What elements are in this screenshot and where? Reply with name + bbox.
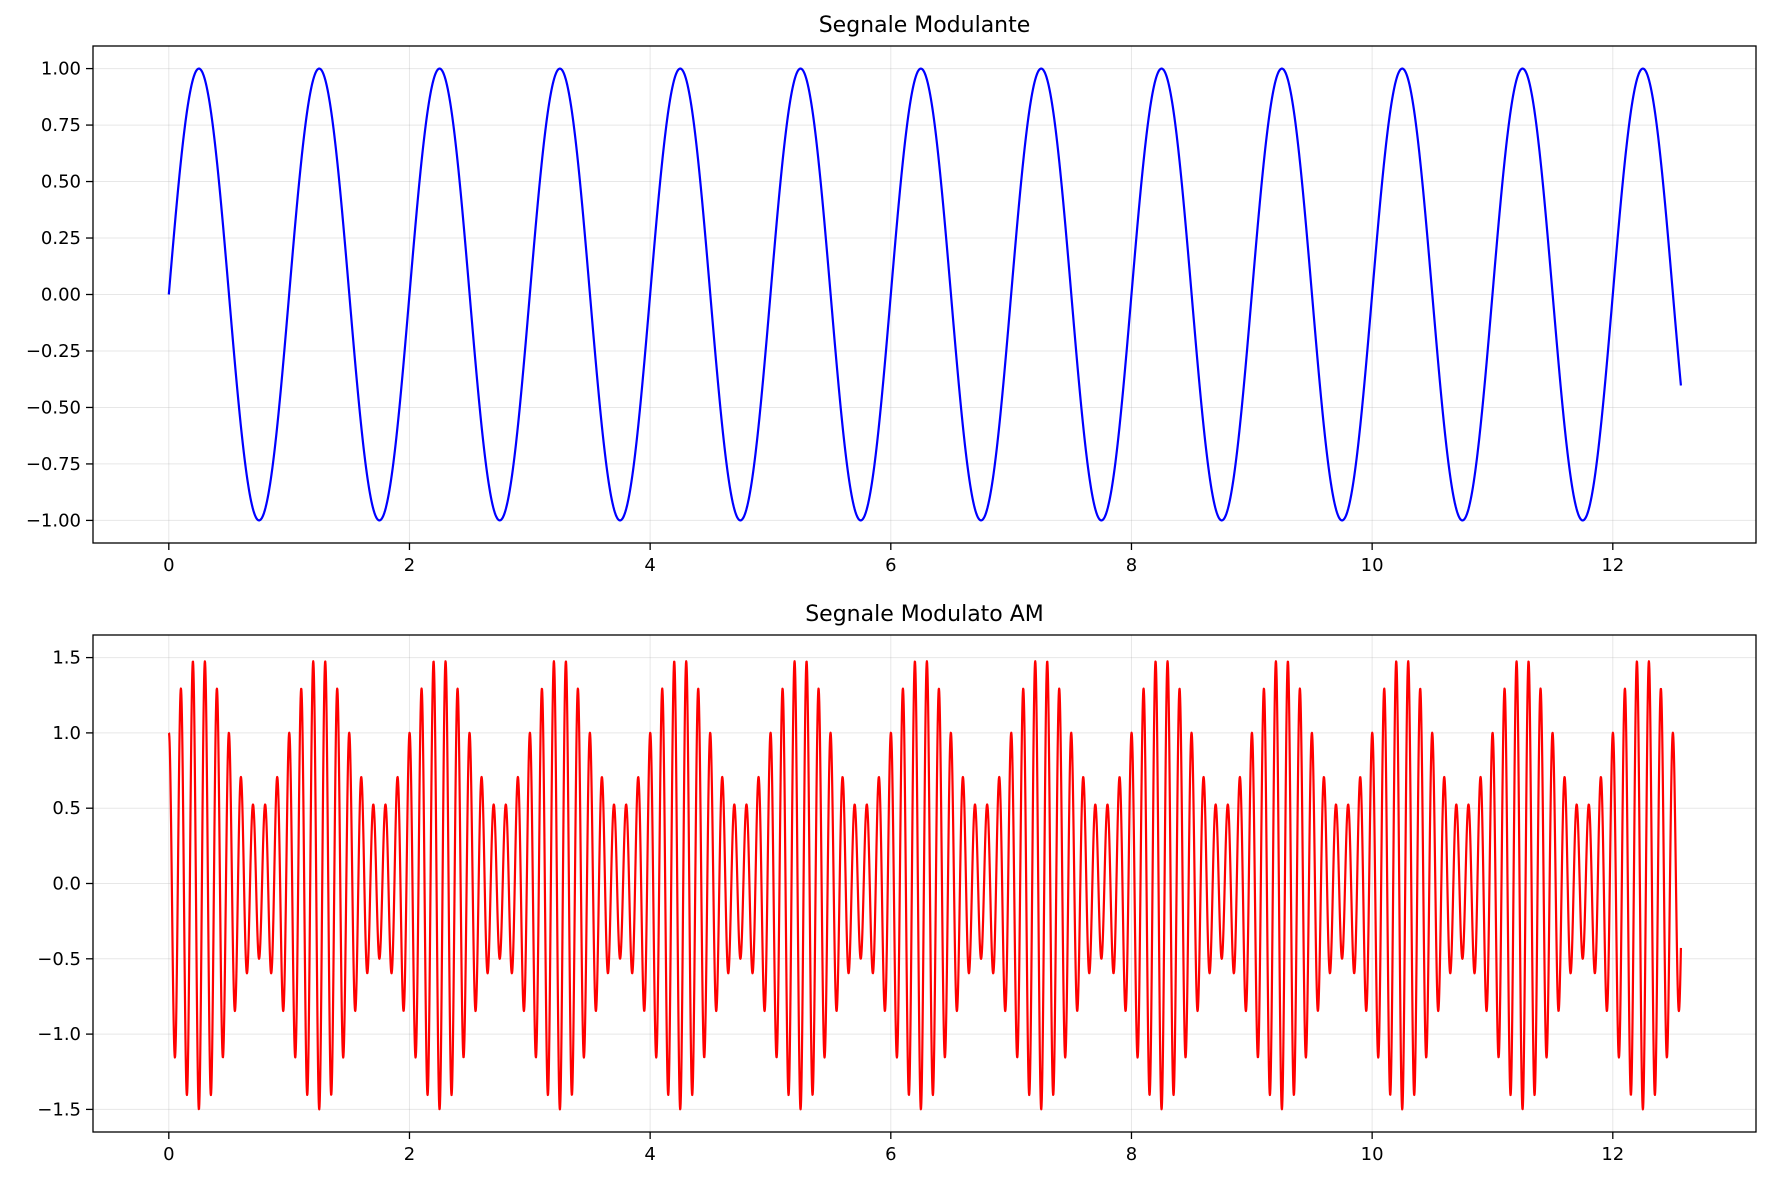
x-tick-label: 2	[404, 1144, 415, 1165]
x-tick-label: 0	[163, 1144, 174, 1165]
x-tick-label: 8	[1126, 1144, 1137, 1165]
y-tick-label: 0.25	[41, 228, 81, 249]
y-axis: 1.00 0.75 0.50 0.25 0.00 −0.25 −0.50 −0.75 −1.00	[26, 59, 93, 531]
x-tick-label: 10	[1361, 555, 1384, 576]
y-tick-label: 1.00	[41, 59, 81, 80]
y-tick-label: −0.75	[26, 454, 81, 475]
series-line	[167, 67, 1683, 522]
y-tick-label: −0.5	[37, 949, 81, 970]
y-tick-label: 0.00	[41, 285, 81, 306]
y-tick-label: −0.25	[26, 341, 81, 362]
y-tick-label: −0.50	[26, 397, 81, 418]
x-tick-label: 6	[885, 555, 896, 576]
y-tick-label: 0.5	[52, 798, 81, 819]
x-tick-label: 4	[644, 1144, 655, 1165]
grid	[93, 635, 1756, 1132]
x-tick-label: 12	[1601, 1144, 1624, 1165]
y-tick-label: −1.0	[37, 1024, 81, 1045]
plot-area	[167, 67, 1683, 522]
grid	[93, 46, 1756, 543]
y-tick-label: 1.0	[52, 723, 81, 744]
y-tick-label: −1.00	[26, 510, 81, 531]
x-tick-label: 4	[644, 555, 655, 576]
x-tick-label: 12	[1601, 555, 1624, 576]
x-tick-label: 10	[1361, 1144, 1384, 1165]
x-tick-label: 2	[404, 555, 415, 576]
x-axis: 0 2 4 6 8 10 12	[163, 543, 1624, 576]
y-tick-label: 1.5	[52, 648, 81, 669]
y-tick-label: 0.75	[41, 115, 81, 136]
chart-title: Segnale Modulante	[819, 13, 1031, 38]
y-tick-label: −1.5	[37, 1099, 81, 1120]
x-tick-label: 0	[163, 555, 174, 576]
y-tick-label: 0.0	[52, 874, 81, 895]
plot-area	[167, 660, 1683, 1111]
y-axis: 1.5 1.0 0.5 0.0 −0.5 −1.0 −1.5	[37, 648, 93, 1120]
x-tick-label: 6	[885, 1144, 896, 1165]
chart-segnale-modulante: 0 2 4 6 8 10 12 1.00 0.75 0.50 0.25 0.00 −0.25 −0.50…	[26, 13, 1757, 576]
x-tick-label: 8	[1126, 555, 1137, 576]
chart-segnale-modulato-am: 0 2 4 6 8 10 12 1.5 1.0 0.5 0.0 −0.5 −1.0 −1.5 Segna…	[37, 602, 1757, 1165]
x-axis: 0 2 4 6 8 10 12	[163, 1132, 1624, 1165]
y-tick-label: 0.50	[41, 172, 81, 193]
series-line	[167, 660, 1683, 1111]
chart-title: Segnale Modulato AM	[805, 602, 1044, 627]
